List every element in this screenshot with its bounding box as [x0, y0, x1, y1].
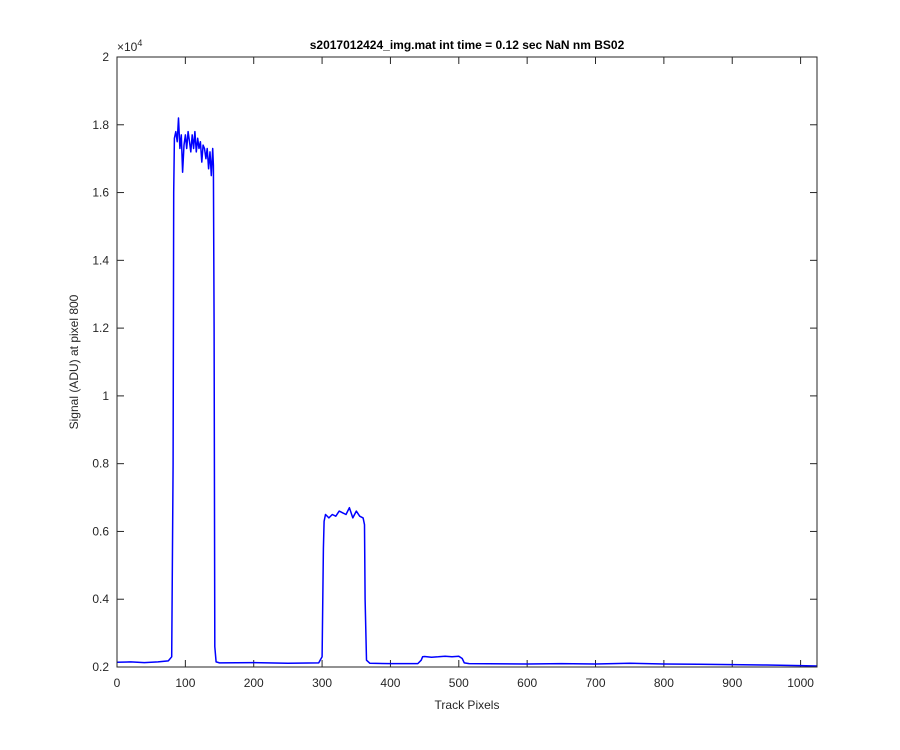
- x-tick-label: 700: [586, 676, 606, 690]
- y-tick-label: 1.2: [92, 321, 109, 335]
- y-tick-label: 1: [102, 389, 109, 403]
- x-tick-label: 0: [114, 676, 121, 690]
- x-tick-label: 900: [722, 676, 742, 690]
- x-tick-label: 800: [654, 676, 674, 690]
- y-tick-label: 0.6: [92, 524, 109, 538]
- y-tick-label: 0.2: [92, 660, 109, 674]
- x-tick-label: 500: [449, 676, 469, 690]
- x-tick-label: 100: [175, 676, 195, 690]
- y-tick-label: 1.4: [92, 253, 109, 267]
- y-axis-label: Signal (ADU) at pixel 800: [67, 294, 81, 429]
- chart-title: s2017012424_img.mat int time = 0.12 sec …: [310, 38, 625, 52]
- y-axis-exponent: ×104: [117, 38, 142, 54]
- x-tick-label: 400: [380, 676, 400, 690]
- x-tick-label: 300: [312, 676, 332, 690]
- y-tick-label: 2: [102, 50, 109, 64]
- axes-box: [116, 56, 818, 668]
- x-tick-label: 600: [517, 676, 537, 690]
- y-tick-label: 0.8: [92, 457, 109, 471]
- y-tick-labels: 0.2 0.4 0.6 0.8 1 1.2 1.4 1.6 1.8 2: [92, 50, 109, 674]
- y-tick-label: 0.4: [92, 592, 109, 606]
- series-line: [116, 117, 818, 667]
- y-tick-label: 1.6: [92, 186, 109, 200]
- y-tick-label: 1.8: [92, 118, 109, 132]
- x-tick-labels: 0 100 200 300 400 500 600 700 800 900 1000: [114, 676, 815, 690]
- x-axis-label: Track Pixels: [435, 698, 500, 712]
- axes-background: [117, 57, 817, 667]
- x-tick-label: 1000: [787, 676, 814, 690]
- x-tick-label: 200: [244, 676, 264, 690]
